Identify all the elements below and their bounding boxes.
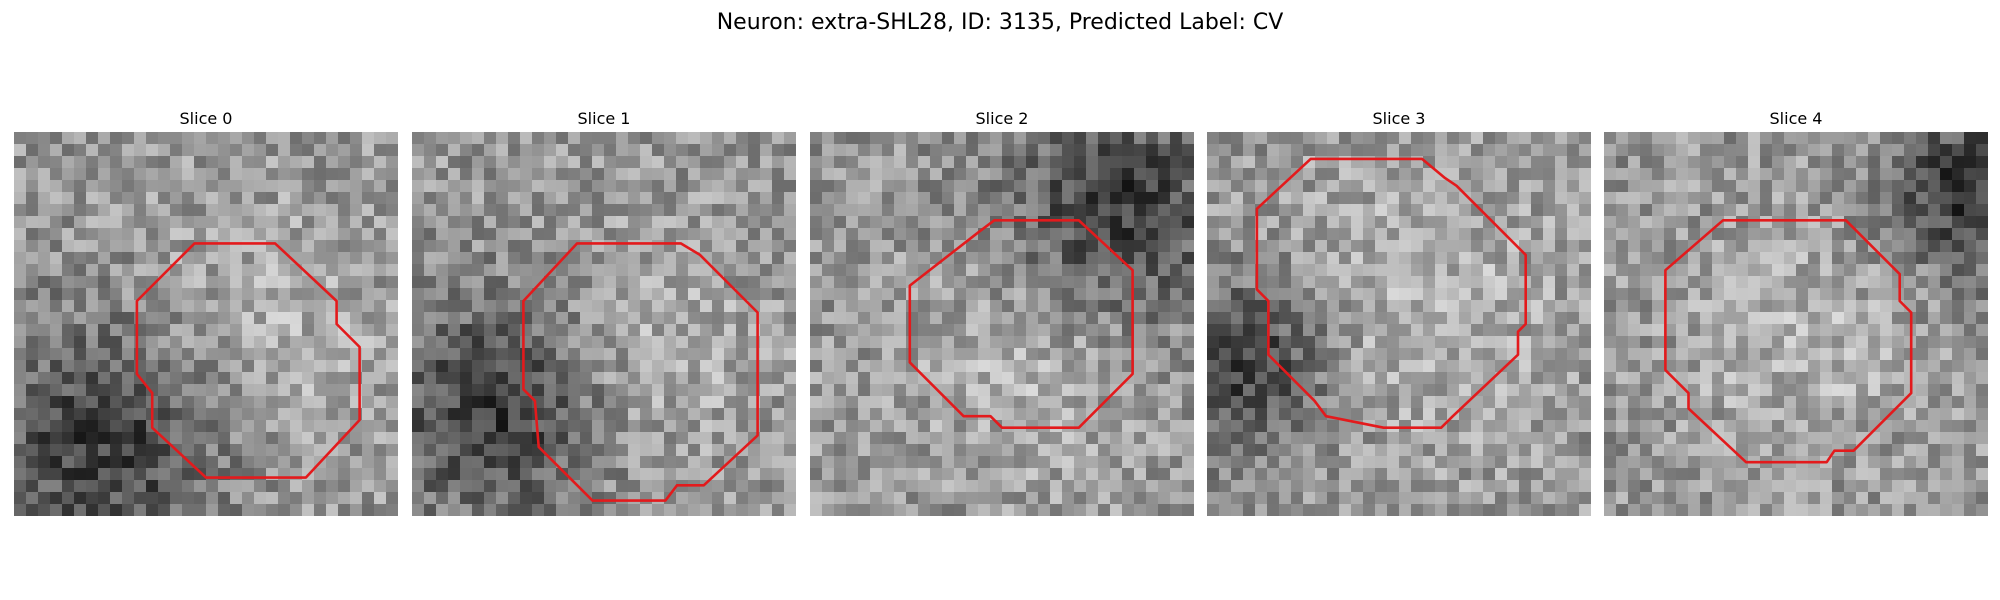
pixel-grid [412,132,796,516]
slice-title-1: Slice 1 [577,109,631,128]
pixel-grid [1604,132,1988,516]
slice-image-2 [810,132,1194,516]
slice-image-0 [14,132,398,516]
slice-panel-2: Slice 2 [810,108,1194,516]
slice-image-3 [1207,132,1591,516]
roi-contour [135,242,361,479]
pixel-grid [810,132,1194,516]
roi-contour [908,219,1134,430]
roi-contour [522,242,759,502]
slice-image-4 [1604,132,1988,516]
slice-image-1 [412,132,796,516]
slice-panel-3: Slice 3 [1207,108,1591,516]
slice-title-2: Slice 2 [975,109,1029,128]
figure-title: Neuron: extra-SHL28, ID: 3135, Predicted… [716,10,1284,35]
slice-panel-1: Slice 1 [412,108,796,516]
slice-title-4: Slice 4 [1769,109,1823,128]
roi-contour [1664,219,1913,464]
pixel-grid [1207,132,1591,516]
slice-panel-0: Slice 0 [14,108,398,516]
slice-title-0: Slice 0 [179,109,233,128]
slice-panel-4: Slice 4 [1604,108,1988,516]
pixel-grid [14,132,398,516]
roi-contour [1255,157,1528,430]
slice-title-3: Slice 3 [1372,109,1426,128]
